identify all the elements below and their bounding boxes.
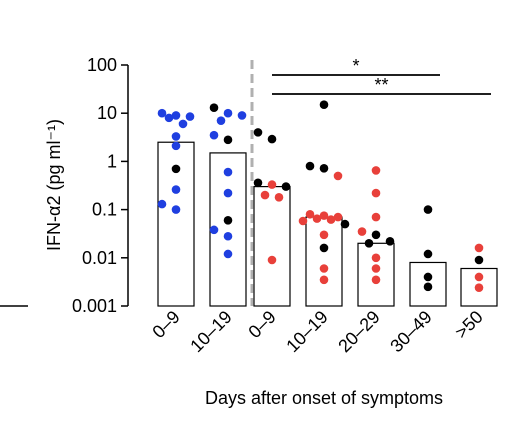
data-point <box>253 128 263 137</box>
data-point <box>371 230 381 240</box>
data-point <box>274 192 284 202</box>
data-point <box>178 119 188 129</box>
data-point <box>319 275 329 285</box>
bar-3 <box>253 186 291 307</box>
significance-brackets: *** <box>272 56 491 95</box>
data-point <box>371 264 381 273</box>
data-point <box>223 215 233 225</box>
data-point <box>371 253 381 263</box>
data-point <box>474 283 484 292</box>
y-tick-label: 100 <box>87 55 117 75</box>
data-point <box>474 243 484 253</box>
significance-label: ** <box>374 75 388 95</box>
data-point <box>171 164 181 174</box>
bar-4 <box>305 216 343 307</box>
data-point <box>319 230 329 240</box>
y-tick-label: 0.01 <box>82 248 117 268</box>
data-point <box>340 219 350 229</box>
y-ticks: 0.001 0.01 0.1 1 10 100 <box>72 55 128 316</box>
data-point <box>326 215 336 224</box>
x-tick-label: 30–49 <box>386 307 436 357</box>
x-tick-label: 0–9 <box>244 307 279 342</box>
data-point <box>209 130 219 140</box>
x-tick-label: 10–19 <box>282 307 332 357</box>
data-point <box>185 112 195 121</box>
data-point <box>423 282 433 292</box>
data-point <box>209 103 219 113</box>
data-point <box>267 255 277 265</box>
bar-5 <box>357 242 395 307</box>
data-point <box>319 163 329 173</box>
y-axis-title: IFN-α2 (pg ml⁻¹) <box>44 119 64 251</box>
data-point <box>281 182 291 191</box>
data-point <box>423 272 433 282</box>
x-ticks: 0–9 10–19 0–9 10–19 20–29 30–49 >50 <box>148 307 486 357</box>
data-point <box>298 216 308 226</box>
data-point <box>223 249 233 259</box>
y-tick-label: 10 <box>97 103 117 123</box>
data-point <box>371 166 381 175</box>
data-point <box>171 141 181 151</box>
data-point <box>333 212 343 222</box>
data-point <box>223 231 233 241</box>
data-point <box>364 238 374 248</box>
data-point <box>474 272 484 282</box>
data-point <box>267 134 277 144</box>
data-point <box>319 211 329 220</box>
data-point <box>305 209 315 219</box>
data-point <box>333 171 343 181</box>
data-point <box>474 255 484 265</box>
data-point <box>312 214 322 223</box>
data-point <box>267 180 277 189</box>
significance-label: * <box>352 56 359 76</box>
y-tick-label: 0.1 <box>92 200 117 220</box>
x-tick-label: 10–19 <box>186 307 236 357</box>
data-point <box>171 111 181 120</box>
data-point <box>157 199 167 209</box>
data-point <box>371 188 381 198</box>
data-point <box>357 227 367 236</box>
data-point <box>385 236 395 246</box>
data-point <box>164 113 174 123</box>
data-point <box>423 249 433 259</box>
data-point <box>223 167 233 177</box>
data-point <box>223 188 233 198</box>
data-point <box>216 116 226 125</box>
x-tick-label: >50 <box>451 307 487 343</box>
data-point <box>253 178 263 188</box>
data-point <box>260 190 270 200</box>
data-point <box>157 108 167 118</box>
data-point <box>305 161 315 171</box>
data-point <box>371 212 381 222</box>
data-point <box>237 111 247 120</box>
data-point <box>171 205 181 214</box>
data-point <box>223 135 233 145</box>
y-tick-label: 1 <box>107 151 117 171</box>
x-tick-label: 0–9 <box>148 307 183 342</box>
data-points <box>157 100 484 292</box>
data-point <box>319 264 329 273</box>
data-point <box>171 132 181 141</box>
data-point <box>223 108 233 118</box>
x-tick-label: 20–29 <box>334 307 384 357</box>
data-point <box>209 225 219 235</box>
x-axis-title: Days after onset of symptoms <box>205 388 443 408</box>
data-point <box>371 275 381 285</box>
data-point <box>423 205 433 214</box>
y-tick-label: 0.001 <box>72 296 117 316</box>
data-point <box>319 243 329 253</box>
data-point <box>171 185 181 194</box>
data-point <box>319 100 329 110</box>
